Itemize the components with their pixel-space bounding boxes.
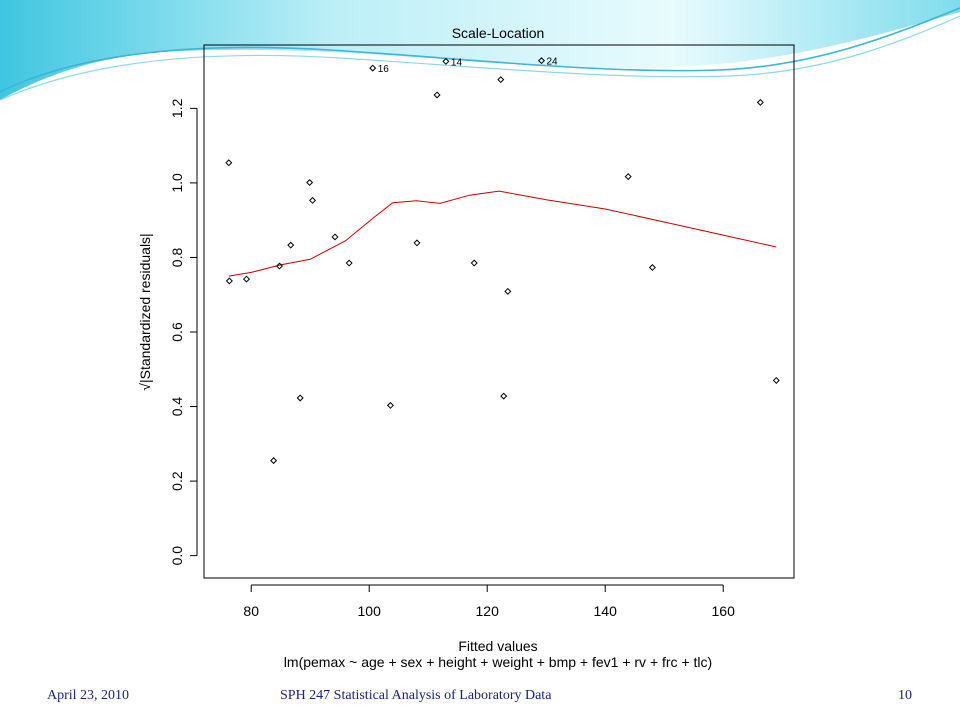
- x-tick-label: 100: [358, 603, 382, 619]
- x-axis-label: Fitted values: [458, 638, 537, 654]
- y-tick-label: 0.4: [169, 397, 185, 417]
- data-point: [225, 277, 233, 285]
- y-tick-label: 1.2: [169, 98, 185, 118]
- y-tick-label: 0.6: [169, 322, 185, 342]
- x-tick-label: 160: [712, 603, 736, 619]
- data-point: [331, 233, 339, 241]
- data-point: [500, 392, 508, 400]
- plot-frame: [203, 44, 795, 579]
- y-tick-label: 0.0: [169, 546, 185, 566]
- data-point: [306, 179, 314, 187]
- data-point: [270, 457, 278, 465]
- x-axis: 80 100 120 140 160: [243, 584, 736, 619]
- data-point: [369, 64, 377, 72]
- data-point: [242, 275, 250, 283]
- data-point: [624, 173, 632, 181]
- footer-page-number: 10: [898, 688, 912, 703]
- smoother-line: [228, 190, 777, 277]
- point-label: 14: [451, 57, 463, 68]
- data-point: [497, 76, 505, 84]
- data-point: [756, 98, 764, 106]
- data-point: [276, 262, 284, 270]
- data-point: [504, 287, 512, 295]
- data-point: [413, 239, 421, 247]
- data-point: [772, 376, 780, 384]
- points-layer: 16 14 24: [225, 57, 780, 465]
- x-tick-label: 140: [594, 603, 618, 619]
- data-point: [470, 259, 478, 267]
- data-point: [537, 57, 545, 65]
- x-tick-label: 120: [476, 603, 500, 619]
- data-point: [386, 401, 394, 409]
- data-point: [442, 57, 450, 65]
- data-point: [345, 259, 353, 267]
- x-tick-label: 80: [243, 603, 259, 619]
- data-point: [648, 264, 656, 272]
- data-point: [225, 159, 233, 167]
- chart-title: Scale-Location: [452, 25, 545, 41]
- footer-course-title: SPH 247 Statistical Analysis of Laborato…: [280, 688, 552, 703]
- data-point: [287, 241, 295, 249]
- point-label: 16: [378, 64, 390, 75]
- y-tick-label: 0.2: [169, 471, 185, 491]
- y-axis: 0.0 0.2 0.4 0.6 0.8 1.0 1.2: [169, 98, 198, 566]
- data-point: [433, 91, 441, 99]
- point-label: 24: [546, 57, 558, 68]
- header-swoosh-decoration: [0, 0, 960, 101]
- footer-date: April 23, 2010: [47, 688, 130, 703]
- y-tick-label: 1.0: [169, 173, 185, 193]
- y-axis-label: √|Standardized residuals|: [137, 233, 153, 390]
- data-point: [309, 196, 317, 204]
- chart-subtitle: lm(pemax ~ age + sex + height + weight +…: [284, 654, 712, 670]
- data-point: [296, 394, 304, 402]
- y-tick-label: 0.8: [169, 248, 185, 268]
